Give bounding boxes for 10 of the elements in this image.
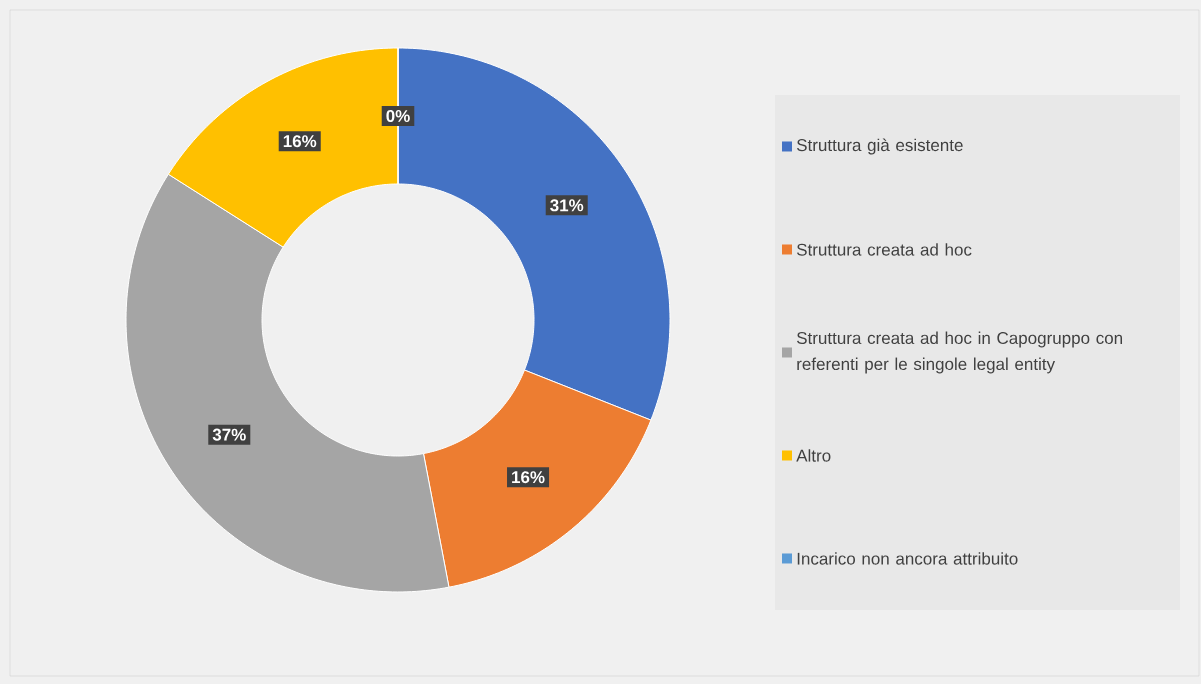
legend-label: Altro (796, 449, 831, 462)
legend-label: Struttura creata ad hoc in Capogruppo con referenti per le singole legal entity (796, 331, 1123, 374)
legend-label: Struttura già esistente (796, 138, 963, 155)
legend-label: Struttura creata ad hoc (796, 243, 972, 256)
data-label: 37% (212, 428, 246, 441)
legend-label: Incarico non ancora attribuito (797, 552, 1018, 565)
data-label: 31% (550, 199, 584, 212)
data-label: 16% (283, 135, 317, 148)
data-label: 16% (512, 471, 545, 484)
text: 0% (386, 109, 410, 123)
